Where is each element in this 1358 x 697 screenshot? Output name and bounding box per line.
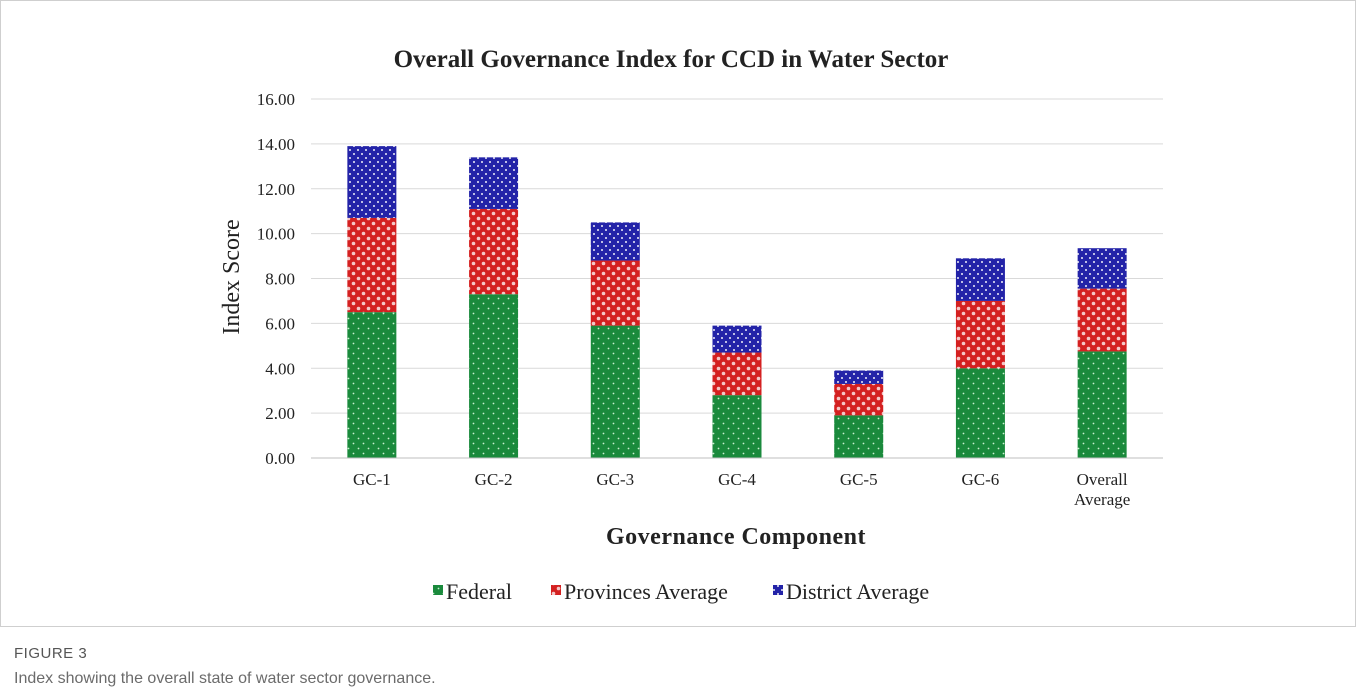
bar-federal <box>469 294 519 458</box>
legend-swatch <box>773 585 783 595</box>
bar-provinces-average <box>590 260 640 326</box>
chart-title: Overall Governance Index for CCD in Wate… <box>394 46 949 73</box>
y-tick-label: 0.00 <box>265 449 295 468</box>
bar-provinces-average <box>834 383 884 416</box>
bar-district-average <box>834 370 884 384</box>
legend-label: District Average <box>786 579 929 604</box>
bar-provinces-average <box>469 208 519 295</box>
legend-label: Provinces Average <box>564 579 728 604</box>
stacked-bar-chart: Overall Governance Index for CCD in Wate… <box>219 46 1163 604</box>
x-tick-label: GC-6 <box>962 470 1000 489</box>
y-tick-label: 2.00 <box>265 404 295 423</box>
x-tick-label: GC-5 <box>840 470 878 489</box>
legend: Federal Provinces Average District Average <box>433 579 929 604</box>
bar-federal <box>955 368 1005 458</box>
legend-item: Provinces Average <box>551 579 728 604</box>
legend-item: Federal <box>433 579 512 604</box>
y-axis-title: Index Score <box>219 219 245 334</box>
legend-swatch <box>551 585 561 595</box>
bar-district-average <box>1077 248 1127 289</box>
x-tick-label: Overall Average <box>1074 470 1130 509</box>
y-tick-label: 10.00 <box>257 225 295 244</box>
x-axis-title: Governance Component <box>606 524 866 550</box>
bar-provinces-average <box>1077 288 1127 352</box>
x-tick-label: GC-4 <box>718 470 756 489</box>
legend-label: Federal <box>446 579 512 604</box>
legend-swatch <box>433 585 443 595</box>
bar-district-average <box>347 146 397 218</box>
x-tick-label: GC-2 <box>475 470 513 489</box>
figure-label: FIGURE 3 <box>14 645 88 662</box>
figure-caption: Index showing the overall state of water… <box>14 670 436 687</box>
x-tick-label: GC-3 <box>596 470 634 489</box>
y-tick-label: 4.00 <box>265 359 295 378</box>
bar-district-average <box>955 258 1005 301</box>
bar-federal <box>834 415 884 458</box>
bar-federal <box>347 312 397 458</box>
y-tick-label: 8.00 <box>265 270 295 289</box>
y-tick-label: 16.00 <box>257 90 295 109</box>
bar-district-average <box>712 325 762 353</box>
bar-federal <box>712 395 762 458</box>
bar-district-average <box>590 222 640 261</box>
y-tick-label: 6.00 <box>265 314 295 333</box>
x-tick-label: GC-1 <box>353 470 391 489</box>
y-tick-label: 14.00 <box>257 135 295 154</box>
bar-provinces-average <box>955 300 1005 369</box>
bar-provinces-average <box>712 352 762 396</box>
bar-district-average <box>469 157 519 209</box>
y-tick-label: 12.00 <box>257 180 295 199</box>
bar-federal <box>1077 351 1127 458</box>
figure-frame: Overall Governance Index for CCD in Wate… <box>0 0 1356 627</box>
legend-item: District Average <box>773 579 929 604</box>
bar-federal <box>590 325 640 458</box>
bar-provinces-average <box>347 217 397 313</box>
